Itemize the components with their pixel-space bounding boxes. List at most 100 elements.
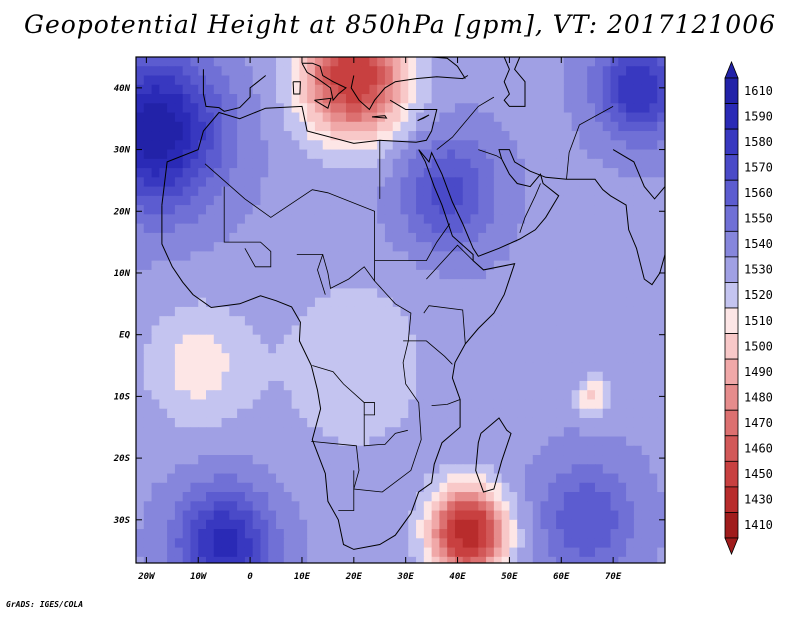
field-cell [556, 269, 565, 280]
plot-frame [135, 56, 666, 564]
field-cell [610, 242, 619, 252]
field-cell [416, 149, 425, 160]
field-cell [151, 205, 160, 215]
field-cell [641, 445, 651, 456]
field-cell [594, 232, 604, 243]
field-cell [641, 214, 651, 225]
field-cell [244, 362, 254, 373]
field-cell [252, 362, 262, 373]
field-cell [361, 343, 370, 354]
field-cell [626, 538, 635, 549]
field-cell [517, 242, 526, 252]
field-cell [517, 455, 526, 465]
field-cell [346, 94, 355, 104]
field-cell [587, 380, 596, 391]
field-cell [618, 94, 627, 104]
field-cell [594, 288, 604, 299]
field-cell [291, 380, 300, 391]
field-cell [501, 149, 511, 160]
field-cell [470, 232, 479, 243]
field-cell [353, 529, 363, 539]
field-cell [330, 195, 339, 206]
field-cell [206, 75, 215, 86]
field-cell [633, 417, 643, 428]
field-cell [314, 547, 324, 558]
field-cell [649, 482, 658, 493]
field-cell [338, 316, 347, 327]
field-cell [486, 186, 495, 197]
field-cell [384, 464, 394, 475]
field-cell [159, 492, 168, 502]
field-cell [159, 260, 168, 271]
field-cell [353, 353, 363, 364]
field-cell [594, 57, 604, 67]
field-cell [587, 84, 596, 95]
field-cell [431, 94, 440, 104]
field-cell [400, 158, 409, 169]
field-cell [532, 306, 542, 317]
field-cell [594, 112, 604, 123]
field-cell [486, 297, 495, 308]
field-cell [167, 325, 176, 336]
field-cell [587, 251, 596, 262]
field-cell [571, 251, 581, 262]
field-cell [423, 408, 433, 419]
field-cell [649, 288, 658, 299]
field-cell [244, 380, 254, 391]
field-cell [260, 84, 269, 95]
field-cell [213, 371, 223, 382]
field-cell [478, 149, 487, 160]
field-cell [384, 205, 394, 215]
field-cell [353, 390, 363, 401]
field-cell [563, 214, 573, 225]
colorbar-swatch [724, 333, 739, 360]
field-cell [454, 316, 464, 327]
field-cell [517, 288, 526, 299]
field-cell [377, 427, 386, 438]
field-cell [556, 251, 565, 262]
field-cell [276, 538, 285, 549]
field-cell [602, 325, 612, 336]
country-border [566, 106, 614, 180]
field-cell [626, 316, 635, 327]
field-cell [478, 205, 487, 215]
field-cell [260, 436, 269, 447]
field-cell [143, 316, 153, 327]
field-cell [136, 343, 145, 354]
field-cell [610, 362, 619, 373]
field-cell [276, 519, 285, 530]
field-cell [524, 260, 534, 271]
field-cell [143, 186, 153, 197]
field-cell [206, 121, 215, 132]
field-cell [276, 343, 285, 354]
field-cell [462, 353, 472, 364]
field-cell [174, 140, 184, 151]
field-cell [299, 529, 308, 539]
field-cell [486, 353, 495, 364]
field-cell [346, 390, 355, 401]
field-cell [501, 510, 511, 521]
field-cell [563, 547, 573, 558]
field-cell [563, 103, 573, 114]
field-cell [602, 121, 612, 132]
field-cell [423, 177, 433, 188]
field-cell [633, 288, 643, 299]
field-cell [641, 251, 651, 262]
field-cell [478, 103, 487, 114]
field-cell [307, 547, 316, 558]
field-cell [641, 436, 651, 447]
field-cell [486, 168, 495, 178]
field-cell [260, 492, 269, 502]
field-cell [610, 94, 619, 104]
field-cell [416, 94, 425, 104]
field-cell [291, 519, 300, 530]
field-cell [509, 149, 518, 160]
field-cell [594, 399, 604, 410]
field-cell [213, 297, 223, 308]
field-cell [439, 371, 448, 382]
field-cell [431, 556, 440, 563]
field-cell [493, 362, 503, 373]
field-cell [314, 158, 324, 169]
field-cell [416, 464, 425, 475]
field-cell [330, 473, 339, 484]
